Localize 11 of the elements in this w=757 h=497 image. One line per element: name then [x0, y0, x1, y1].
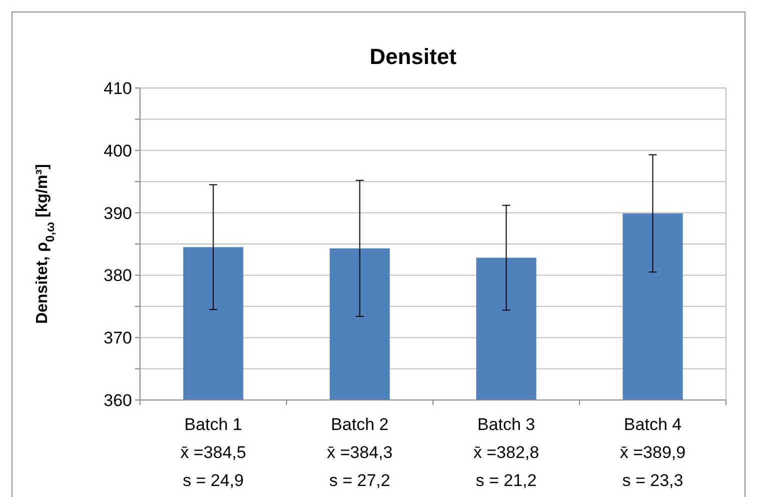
x-tick-label: Batch 3 x̄ =382,8 s = 21,2 — [473, 415, 540, 490]
y-tick-label: 370 — [104, 328, 132, 348]
x-tick-label: Batch 4 x̄ =389,9 s = 23,3 — [620, 415, 686, 490]
x-tick-label: Batch 1 x̄ =384,5 s = 24,9 — [180, 415, 246, 490]
y-tick-label: 410 — [104, 78, 132, 98]
y-tick-label: 390 — [104, 204, 132, 223]
chart-title: Densitet — [370, 44, 458, 69]
x-tick-label: Batch 2 x̄ =384,3 s = 27,2 — [326, 415, 393, 490]
y-tick-label: 380 — [104, 266, 132, 286]
y-tick-label: 360 — [104, 390, 132, 410]
y-tick-label: 400 — [104, 141, 132, 160]
